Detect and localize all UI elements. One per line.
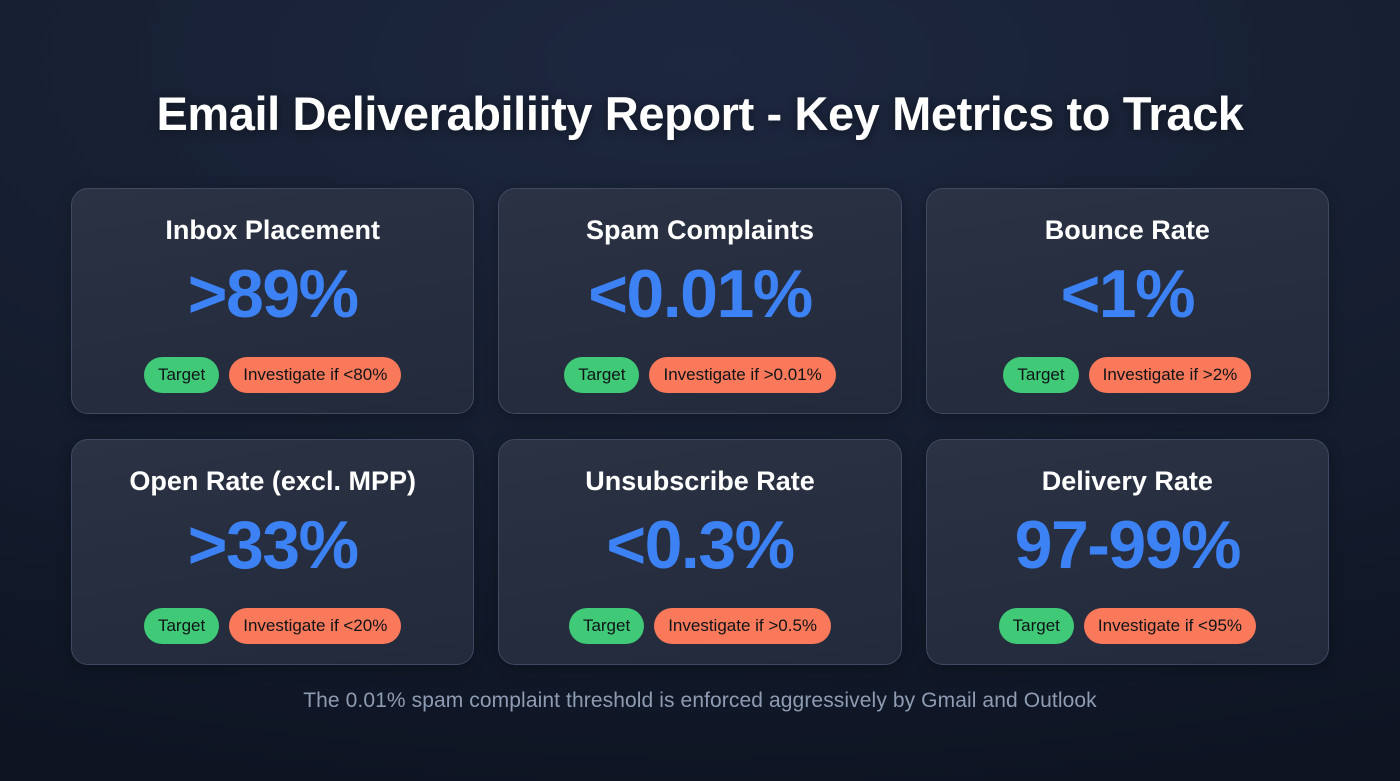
metric-card-bounce-rate: Bounce Rate <1% Target Investigate if >2… — [925, 187, 1329, 414]
status-badge-target: Target — [998, 607, 1074, 644]
page-title: Email Deliverabiliity Report - Key Metri… — [156, 87, 1244, 140]
badge-group: Target Investigate if <95% — [998, 607, 1257, 644]
status-badge-investigate: Investigate if >2% — [1088, 356, 1252, 393]
metric-card-open-rate: Open Rate (excl. MPP) >33% Target Invest… — [71, 438, 475, 665]
metric-title: Delivery Rate — [1041, 465, 1213, 496]
metric-value: >33% — [187, 506, 359, 583]
badge-group: Target Investigate if <80% — [143, 356, 402, 393]
metric-value: <0.3% — [606, 506, 795, 583]
metric-title: Spam Complaints — [585, 214, 815, 245]
badge-group: Target Investigate if >0.5% — [568, 607, 832, 644]
metrics-grid: Inbox Placement >89% Target Investigate … — [71, 187, 1329, 665]
status-badge-investigate: Investigate if <20% — [229, 607, 402, 644]
metric-card-inbox-placement: Inbox Placement >89% Target Investigate … — [71, 187, 475, 414]
metric-card-unsubscribe-rate: Unsubscribe Rate <0.3% Target Investigat… — [498, 438, 902, 665]
status-badge-investigate: Investigate if >0.01% — [649, 356, 836, 393]
metric-title: Open Rate (excl. MPP) — [129, 465, 416, 496]
status-badge-target: Target — [143, 607, 220, 644]
badge-group: Target Investigate if >2% — [1003, 356, 1252, 393]
metric-value: >89% — [187, 255, 359, 332]
metric-value: <0.01% — [588, 255, 813, 332]
status-badge-target: Target — [568, 607, 645, 644]
metric-title: Bounce Rate — [1044, 214, 1210, 245]
badge-group: Target Investigate if >0.01% — [564, 356, 836, 393]
status-badge-investigate: Investigate if <95% — [1083, 607, 1257, 644]
status-badge-target: Target — [143, 356, 220, 393]
status-badge-target: Target — [564, 356, 640, 393]
metric-title: Unsubscribe Rate — [585, 465, 815, 496]
footnote-text: The 0.01% spam complaint threshold is en… — [303, 688, 1097, 712]
metric-title: Inbox Placement — [165, 214, 380, 245]
metric-value: <1% — [1060, 255, 1196, 332]
status-badge-target: Target — [1003, 356, 1079, 393]
badge-group: Target Investigate if <20% — [143, 607, 402, 644]
metric-value: 97-99% — [1014, 506, 1242, 583]
status-badge-investigate: Investigate if >0.5% — [654, 607, 832, 644]
metric-card-delivery-rate: Delivery Rate 97-99% Target Investigate … — [925, 438, 1329, 665]
status-badge-investigate: Investigate if <80% — [229, 356, 402, 393]
metric-card-spam-complaints: Spam Complaints <0.01% Target Investigat… — [498, 187, 902, 414]
